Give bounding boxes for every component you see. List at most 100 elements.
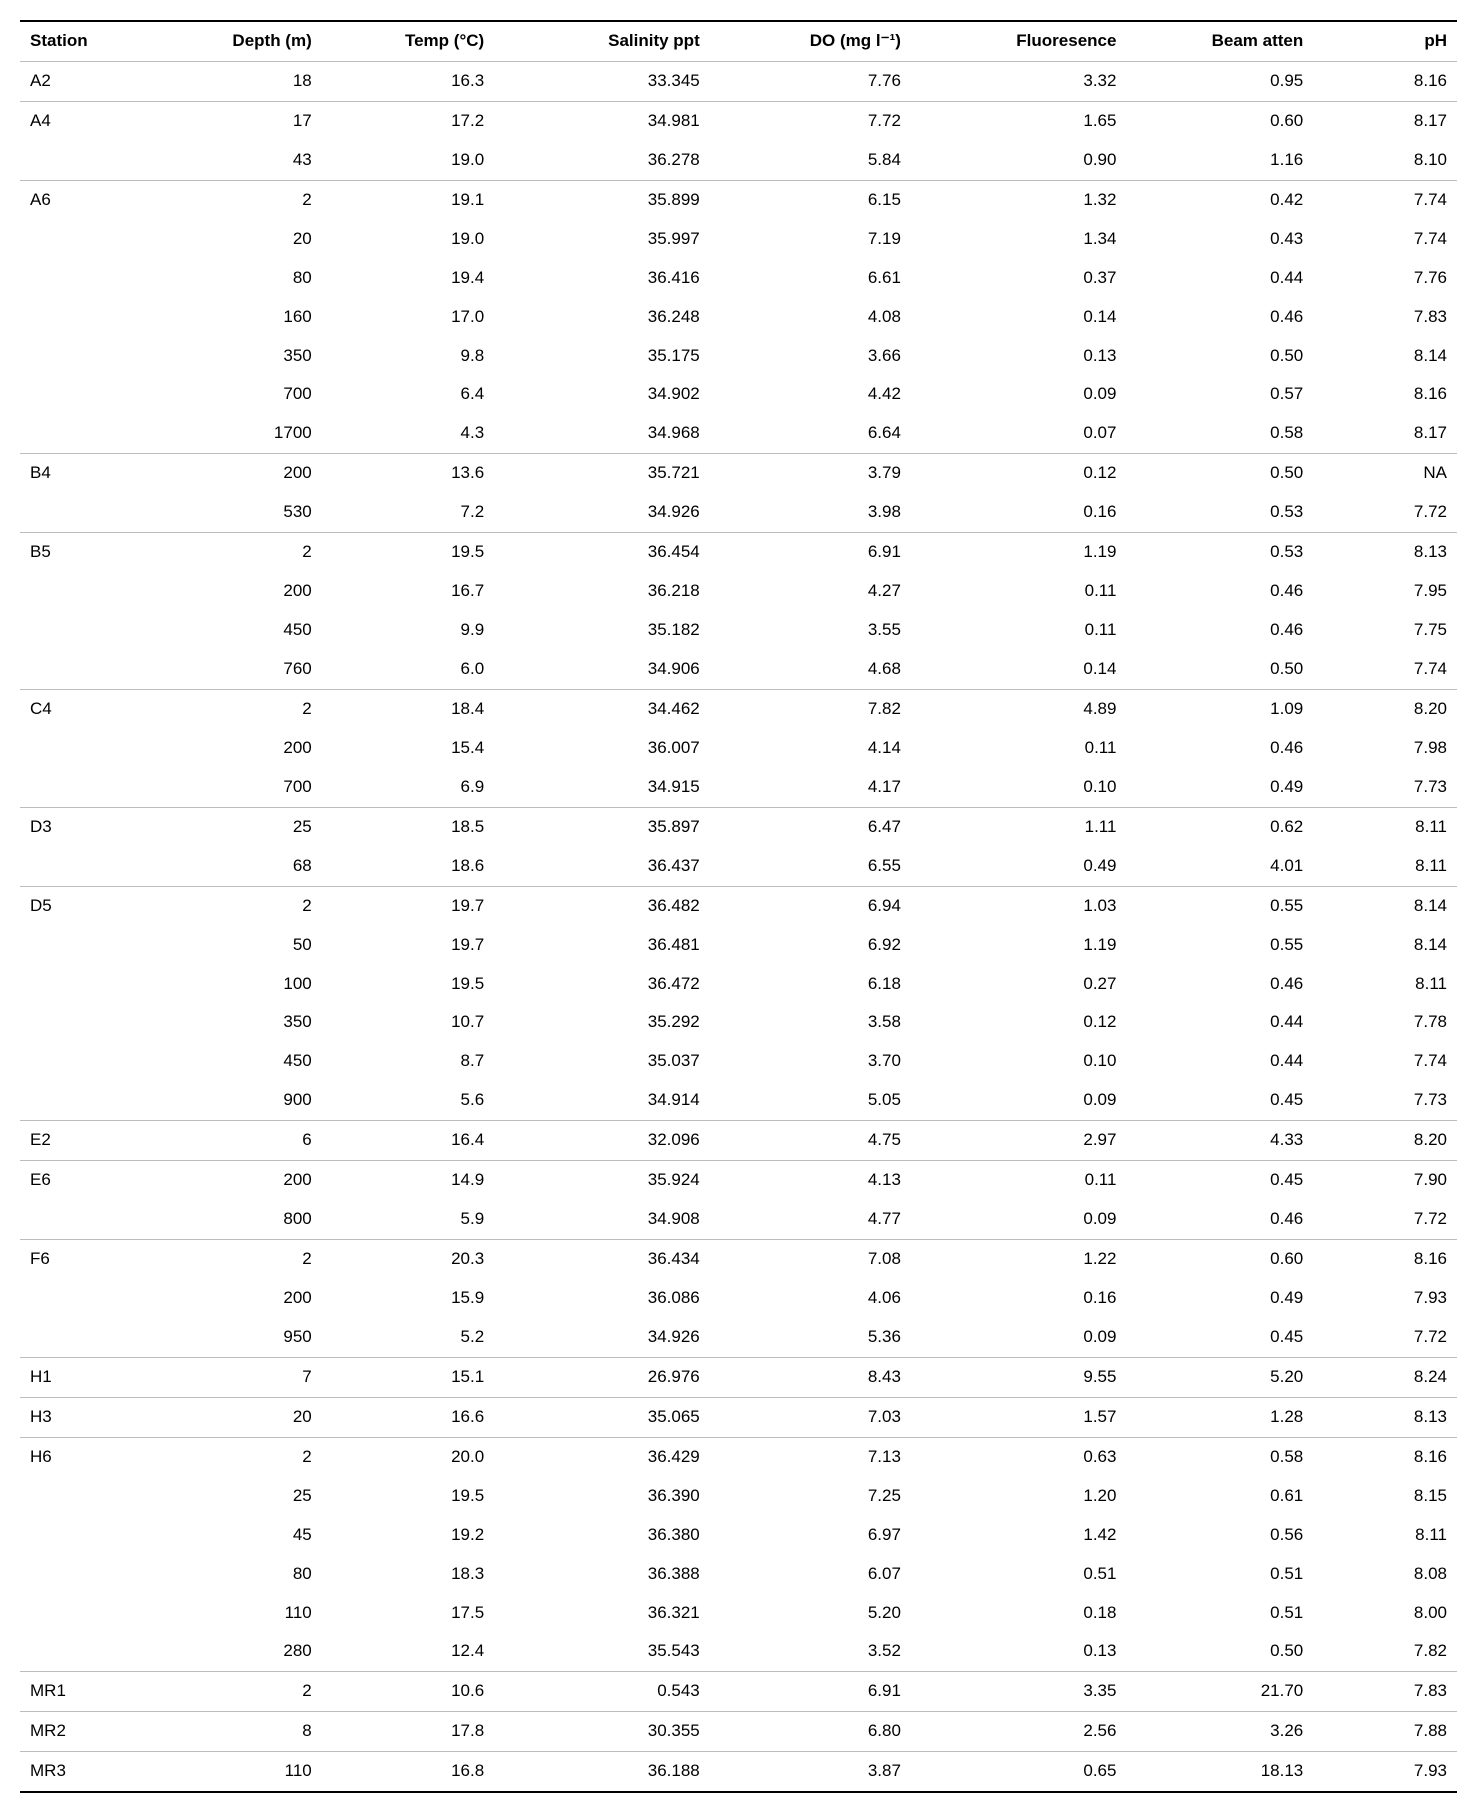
cell-depth: 350 [164,1003,322,1042]
cell-do: 7.72 [710,101,911,140]
cell-depth: 2 [164,180,322,219]
cell-temp: 18.5 [322,807,494,846]
cell-temp: 15.4 [322,729,494,768]
cell-ph: 8.24 [1313,1357,1457,1397]
cell-flu: 0.14 [911,298,1127,337]
cell-do: 6.55 [710,847,911,886]
cell-do: 4.42 [710,375,911,414]
cell-beam: 0.53 [1126,533,1313,572]
cell-sal: 36.380 [494,1516,710,1555]
table-row: 8018.336.3886.070.510.518.08 [20,1555,1457,1594]
table-row: 3509.835.1753.660.130.508.14 [20,337,1457,376]
cell-temp: 5.2 [322,1318,494,1357]
cell-flu: 0.13 [911,1632,1127,1671]
cell-do: 6.97 [710,1516,911,1555]
cell-ph: 8.11 [1313,807,1457,846]
cell-ph: 7.72 [1313,1200,1457,1239]
table-row: E620014.935.9244.130.110.457.90 [20,1161,1457,1200]
cell-beam: 21.70 [1126,1672,1313,1712]
cell-flu: 0.49 [911,847,1127,886]
cell-sal: 32.096 [494,1121,710,1161]
col-temp: Temp (°C) [322,21,494,61]
cell-ph: 8.14 [1313,337,1457,376]
cell-sal: 36.454 [494,533,710,572]
table-row: 20016.736.2184.270.110.467.95 [20,572,1457,611]
cell-station: F6 [20,1240,164,1279]
cell-flu: 0.18 [911,1594,1127,1633]
col-salinity: Salinity ppt [494,21,710,61]
cell-beam: 1.09 [1126,689,1313,728]
cell-ph: 7.93 [1313,1279,1457,1318]
cell-flu: 1.11 [911,807,1127,846]
cell-depth: 450 [164,611,322,650]
col-do: DO (mg l⁻¹) [710,21,911,61]
table-row: 16017.036.2484.080.140.467.83 [20,298,1457,337]
cell-sal: 35.065 [494,1397,710,1437]
cell-sal: 35.897 [494,807,710,846]
cell-station [20,414,164,453]
cell-station: H1 [20,1357,164,1397]
cell-do: 8.43 [710,1357,911,1397]
cell-do: 6.91 [710,533,911,572]
cell-sal: 36.434 [494,1240,710,1279]
cell-temp: 19.5 [322,533,494,572]
cell-temp: 20.3 [322,1240,494,1279]
cell-flu: 4.89 [911,689,1127,728]
cell-beam: 0.46 [1126,298,1313,337]
cell-station: MR1 [20,1672,164,1712]
cell-do: 4.13 [710,1161,911,1200]
cell-ph: 8.20 [1313,689,1457,728]
cell-do: 4.06 [710,1279,911,1318]
cell-depth: 700 [164,375,322,414]
cell-flu: 0.63 [911,1437,1127,1476]
cell-flu: 0.11 [911,729,1127,768]
cell-temp: 16.8 [322,1752,494,1792]
cell-station [20,1594,164,1633]
cell-ph: 7.98 [1313,729,1457,768]
cell-station: E6 [20,1161,164,1200]
cell-beam: 0.46 [1126,965,1313,1004]
cell-station [20,1516,164,1555]
table-row: A6219.135.8996.151.320.427.74 [20,180,1457,219]
cell-depth: 200 [164,454,322,493]
cell-do: 4.77 [710,1200,911,1239]
cell-station: B4 [20,454,164,493]
cell-depth: 700 [164,768,322,807]
cell-depth: 110 [164,1752,322,1792]
cell-temp: 18.6 [322,847,494,886]
cell-beam: 4.33 [1126,1121,1313,1161]
cell-ph: 8.15 [1313,1477,1457,1516]
cell-temp: 16.3 [322,61,494,101]
cell-flu: 2.56 [911,1712,1127,1752]
cell-do: 6.15 [710,180,911,219]
table-body: A21816.333.3457.763.320.958.16A41717.234… [20,61,1457,1792]
table-row: 17004.334.9686.640.070.588.17 [20,414,1457,453]
cell-do: 6.07 [710,1555,911,1594]
cell-ph: 7.74 [1313,650,1457,689]
cell-flu: 0.10 [911,768,1127,807]
cell-depth: 20 [164,1397,322,1437]
cell-do: 5.36 [710,1318,911,1357]
cell-flu: 0.11 [911,611,1127,650]
cell-ph: 8.17 [1313,414,1457,453]
cell-depth: 200 [164,1161,322,1200]
cell-beam: 5.20 [1126,1357,1313,1397]
cell-sal: 36.472 [494,965,710,1004]
cell-flu: 1.57 [911,1397,1127,1437]
cell-ph: 7.74 [1313,180,1457,219]
cell-sal: 26.976 [494,1357,710,1397]
cell-do: 6.94 [710,886,911,925]
table-row: 11017.536.3215.200.180.518.00 [20,1594,1457,1633]
cell-ph: 7.90 [1313,1161,1457,1200]
cell-station: D5 [20,886,164,925]
cell-flu: 1.19 [911,926,1127,965]
cell-ph: 8.14 [1313,886,1457,925]
cell-ph: 8.00 [1313,1594,1457,1633]
cell-sal: 36.481 [494,926,710,965]
cell-station [20,1200,164,1239]
table-row: H32016.635.0657.031.571.288.13 [20,1397,1457,1437]
cell-temp: 4.3 [322,414,494,453]
cell-beam: 0.46 [1126,1200,1313,1239]
cell-depth: 7 [164,1357,322,1397]
cell-depth: 160 [164,298,322,337]
